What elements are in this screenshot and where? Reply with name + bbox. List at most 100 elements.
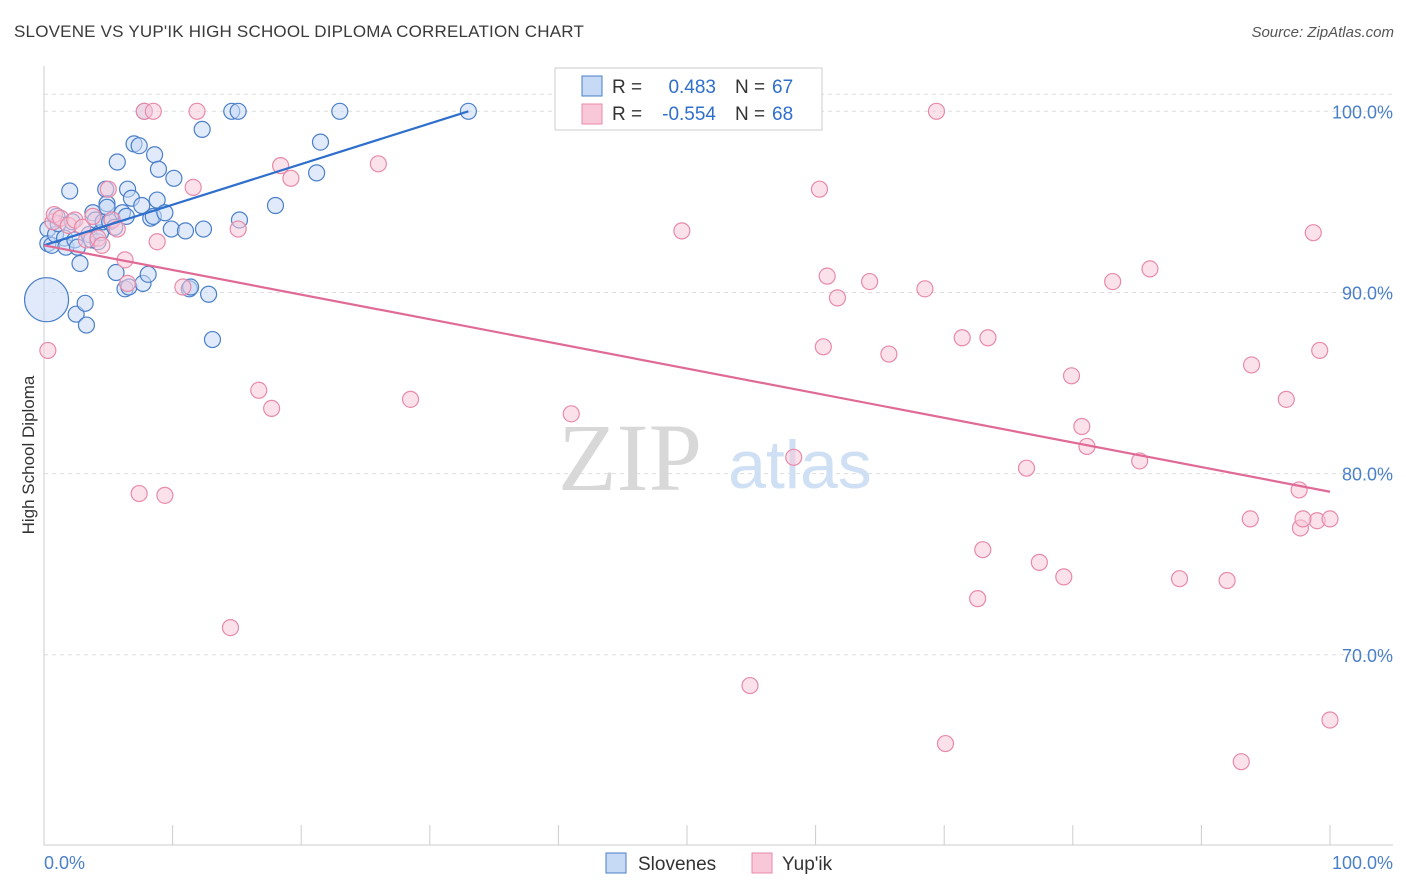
- legend-r-value-1: 0.483: [668, 77, 716, 98]
- legend-swatch-slovenes: [581, 75, 603, 97]
- point-yupik-71: [1294, 510, 1312, 528]
- y-axis-label: High School Diploma: [19, 375, 38, 534]
- point-yupik-20: [156, 486, 174, 504]
- watermark-zip: ZIP: [558, 404, 702, 511]
- point-yupik-42: [916, 280, 934, 298]
- point-slovenes-16: [77, 316, 96, 334]
- point-slovenes-46: [149, 160, 168, 178]
- point-yupik-19: [148, 233, 166, 251]
- x-tick-label-0: 0.0%: [44, 853, 85, 873]
- legend-swatch-yupik: [581, 103, 603, 125]
- point-yupik-50: [1030, 553, 1048, 571]
- watermark-atlas: atlas: [728, 427, 872, 503]
- point-yupik-69: [1321, 510, 1339, 528]
- point-yupik-27: [263, 399, 281, 417]
- point-yupik-43: [927, 102, 946, 120]
- point-slovenes-15: [76, 294, 94, 312]
- point-yupik-21: [174, 278, 192, 296]
- y-tick-label-2: 90.0%: [1342, 283, 1393, 303]
- data-points: [23, 102, 1339, 771]
- source-label: Source: ZipAtlas.com: [1251, 24, 1394, 41]
- point-yupik-60: [1232, 753, 1250, 771]
- stats-legend: R = 0.483 N = 67 R = -0.554 N = 68: [554, 67, 823, 131]
- series-legend-label-yupik: Yup'ik: [782, 854, 833, 875]
- point-yupik-23: [188, 102, 206, 120]
- point-yupik-53: [1073, 417, 1091, 436]
- trendline-yupik: [43, 244, 1331, 493]
- point-yupik-32: [562, 405, 580, 423]
- point-slovenes-59: [308, 164, 326, 182]
- point-yupik-49: [1017, 459, 1036, 477]
- point-slovenes-14: [71, 254, 89, 273]
- point-yupik-59: [1218, 571, 1236, 590]
- point-slovenes-50: [176, 222, 195, 240]
- point-yupik-34: [741, 676, 759, 695]
- point-yupik-26: [250, 381, 268, 399]
- point-yupik-63: [1277, 390, 1295, 408]
- point-yupik-30: [369, 155, 387, 173]
- legend-n-value-1: 67: [772, 77, 793, 98]
- legend-n-value-2: 68: [772, 104, 793, 125]
- point-yupik-47: [974, 541, 992, 559]
- point-yupik-45: [953, 329, 971, 347]
- trendline-slovenes: [43, 110, 469, 247]
- point-slovenes-56: [203, 330, 222, 349]
- point-yupik-22: [184, 178, 202, 196]
- point-yupik-15: [118, 274, 137, 292]
- point-slovenes-61: [331, 102, 349, 120]
- point-slovenes-55: [200, 285, 218, 303]
- point-slovenes-48: [162, 220, 180, 238]
- point-yupik-62: [1242, 356, 1261, 374]
- point-yupik-66: [1304, 224, 1322, 242]
- point-yupik-37: [814, 338, 832, 356]
- point-yupik-38: [818, 267, 836, 285]
- point-yupik-44: [936, 734, 955, 753]
- point-yupik-52: [1062, 367, 1081, 385]
- point-yupik-18: [144, 102, 162, 120]
- x-tick-label-1: 100.0%: [1332, 853, 1393, 873]
- point-yupik-48: [979, 329, 997, 347]
- point-yupik-24: [221, 619, 240, 637]
- legend-r-label-2: R =: [612, 104, 642, 125]
- point-slovenes-44: [145, 146, 164, 164]
- point-slovenes-41: [139, 265, 157, 283]
- point-yupik-51: [1055, 568, 1073, 586]
- series-legend-swatch-yupik: [751, 852, 773, 874]
- legend-n-label-2: N =: [735, 104, 765, 125]
- chart-title: SLOVENE VS YUP'IK HIGH SCHOOL DIPLOMA CO…: [14, 22, 585, 41]
- legend-n-label-1: N =: [735, 77, 765, 98]
- point-yupik-46: [969, 590, 987, 608]
- axes: 70.0% 80.0% 90.0% 100.0% 0.0% 100.0%: [43, 66, 1393, 873]
- legend-r-value-2: -0.554: [662, 104, 716, 125]
- point-slovenes-49: [165, 169, 183, 187]
- point-yupik-70: [1321, 711, 1339, 729]
- point-yupik-35: [785, 448, 803, 466]
- point-yupik-61: [1241, 510, 1259, 528]
- y-tick-label-1: 80.0%: [1342, 465, 1393, 485]
- point-slovenes-0: [23, 277, 70, 323]
- point-yupik-11: [99, 180, 117, 198]
- series-legend-swatch-slovenes: [605, 852, 627, 874]
- point-yupik-41: [880, 345, 898, 363]
- point-yupik-16: [130, 484, 148, 503]
- point-yupik-57: [1141, 260, 1159, 278]
- trendlines: [43, 110, 1331, 493]
- point-slovenes-54: [194, 220, 213, 238]
- point-yupik-36: [810, 180, 829, 198]
- point-yupik-29: [282, 169, 300, 187]
- point-slovenes-9: [61, 182, 79, 200]
- point-yupik-55: [1104, 272, 1122, 291]
- point-slovenes-64: [229, 102, 247, 120]
- point-yupik-39: [828, 289, 847, 307]
- series-legend: Slovenes Yup'ik: [605, 852, 833, 875]
- point-yupik-58: [1170, 570, 1189, 588]
- point-yupik-40: [861, 272, 879, 291]
- y-tick-label-0: 70.0%: [1342, 646, 1393, 666]
- y-tick-label-3: 100.0%: [1332, 102, 1393, 122]
- point-slovenes-53: [193, 120, 211, 139]
- point-yupik-33: [673, 222, 691, 240]
- point-yupik-10: [93, 236, 111, 254]
- point-yupik-67: [1311, 341, 1329, 360]
- point-yupik-25: [229, 220, 247, 238]
